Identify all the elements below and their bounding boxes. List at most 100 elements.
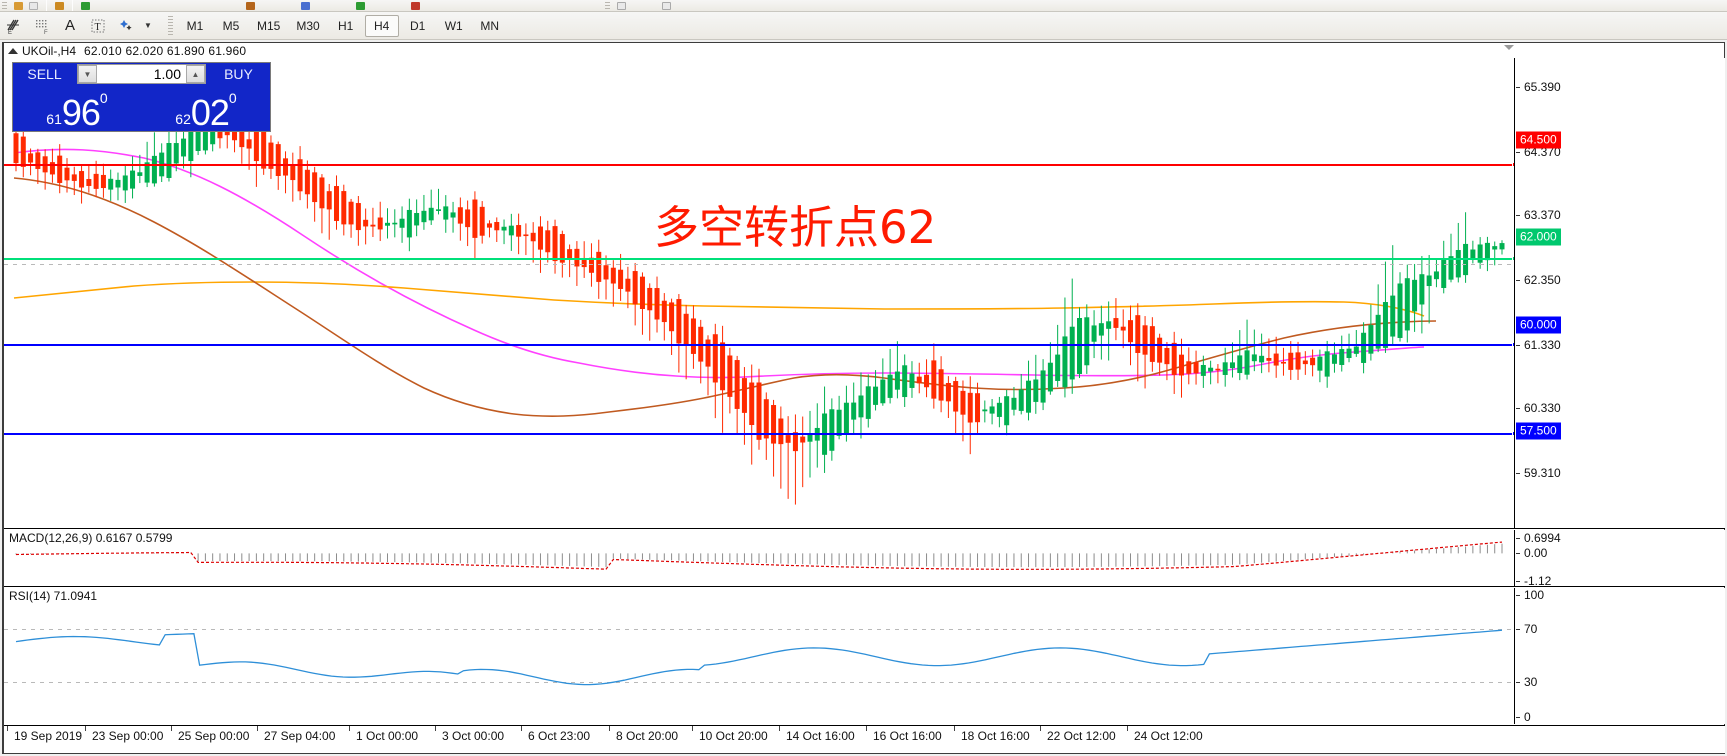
buy-price-button[interactable]: 62 02 0	[143, 85, 269, 130]
time-tick: 22 Oct 12:00	[1040, 726, 1116, 743]
price-axis[interactable]: 65.390 64.370 63.370 62.350 61.330 60.330 59.3…	[1514, 58, 1725, 528]
page-icon[interactable]	[29, 1, 38, 10]
grid-icon[interactable]: F	[29, 14, 55, 38]
price-level-badge-57-500[interactable]: 57.500	[1516, 422, 1561, 440]
ma-brown-line	[13, 177, 1437, 417]
macd-label: MACD(12,26,9) 0.6167 0.5799	[9, 531, 173, 545]
macd-pane[interactable]: MACD(12,26,9) 0.6167 0.5799 0.6994 0.00 -1…	[4, 530, 1725, 588]
pane-collapse-icon[interactable]	[1504, 45, 1514, 50]
volume-stepper[interactable]: ▼ 1.00 ▲	[77, 64, 206, 84]
objects-dropdown-icon[interactable]: ▼	[144, 21, 152, 30]
timeframe-group[interactable]: M1 M5 M15 M30 H1 H4 D1 W1 MN	[177, 12, 508, 39]
autoscroll-icon[interactable]	[707, 2, 716, 10]
new-order-icon[interactable]	[14, 1, 23, 10]
time-tick: 18 Oct 16:00	[954, 726, 1030, 743]
price-plot-area[interactable]: 多空转折点62	[4, 58, 1514, 528]
sell-price-point: 0	[99, 90, 108, 106]
buy-button-label[interactable]: BUY	[224, 66, 253, 82]
macd-tick-0neg00: 0.00	[1515, 546, 1547, 560]
price-level-badge-64-500[interactable]: 64.500	[1516, 131, 1561, 149]
level-line-64500[interactable]	[4, 162, 1514, 167]
macd-tick-neg1-12: -1.12	[1515, 574, 1551, 588]
toolbar-grip-icon[interactable]	[2, 0, 7, 11]
macd-plot-area[interactable]	[4, 530, 1514, 586]
indicator-icon[interactable]	[662, 1, 671, 10]
template-icon[interactable]	[617, 1, 626, 10]
rsi-tick-0: 0	[1515, 710, 1531, 724]
price-tick-59-310: 59.310	[1515, 466, 1561, 480]
trade-panel-prices[interactable]: 61 96 0 62 02 0	[13, 85, 270, 131]
time-tick: 25 Sep 00:00	[170, 726, 250, 743]
timeframe-button-d1[interactable]: D1	[410, 18, 426, 33]
bar-chart-icon[interactable]	[81, 1, 90, 10]
timeframe-button-w1[interactable]: W1	[444, 18, 463, 33]
expert-advisors-icon[interactable]: E	[1, 14, 27, 38]
price-tick-63-370: 63.370	[1515, 208, 1561, 222]
timeframe-button-m1[interactable]: M1	[186, 18, 204, 33]
chart-window[interactable]: UKOil-,H4 62.010 62.020 61.890 61.960	[2, 42, 1725, 754]
one-click-trading-panel[interactable]: SELL ▼ 1.00 ▲ BUY 61 96 0 62 02 0	[12, 62, 271, 132]
timeframe-button-h4[interactable]: H4	[364, 14, 399, 37]
price-level-badge-62-000[interactable]: 62.000	[1516, 228, 1561, 246]
rsi-oversold-line	[4, 682, 1514, 683]
time-tick: 6 Oct 23:00	[520, 726, 591, 743]
timeframe-button-m5[interactable]: M5	[222, 18, 240, 33]
rsi-axis[interactable]: 100 70 30 0	[1514, 588, 1725, 724]
price-level-badge-60-000[interactable]: 60.000	[1516, 316, 1561, 334]
level-line-62000[interactable]	[4, 256, 1514, 261]
svg-text:T: T	[95, 22, 101, 33]
toolbar-separator	[46, 0, 47, 11]
timeframe-toolbar-grip-icon[interactable]	[168, 15, 173, 36]
chart-ohlc-values: 62.010 62.020 61.890 61.960	[84, 43, 247, 58]
price-tick-61-330: 61.330	[1515, 338, 1561, 352]
objects-icon[interactable]	[113, 14, 139, 38]
svg-text:E: E	[8, 30, 12, 35]
volume-decrease-icon[interactable]: ▼	[78, 65, 97, 83]
macd-axis[interactable]: 0.6994 0.00 -1.12	[1514, 530, 1725, 588]
sell-price-button[interactable]: 61 96 0	[14, 85, 140, 130]
sell-price-decimal: 96	[61, 91, 101, 130]
rsi-tick-30: 30	[1515, 675, 1537, 689]
rsi-plot-area[interactable]	[4, 588, 1514, 724]
timeframe-button-m30[interactable]: M30	[296, 18, 320, 33]
rsi-tick-70: 70	[1515, 622, 1537, 636]
chart-symbol-label: UKOil-,H4	[22, 43, 77, 58]
volume-input[interactable]: 1.00	[153, 66, 181, 82]
price-pane[interactable]: 多空转折点62 65.390 64.370 63.370 62.350 61.330 60…	[4, 58, 1725, 529]
volume-increase-icon[interactable]: ▲	[186, 65, 205, 83]
time-tick: 14 Oct 16:00	[779, 726, 855, 743]
toolbar-grip-icon[interactable]	[605, 0, 610, 11]
text-label-icon[interactable]: T	[85, 14, 111, 38]
buy-price-decimal: 02	[190, 91, 230, 130]
time-axis[interactable]: 19 Sep 2019 23 Sep 00:00 25 Sep 00:00 27 Se…	[4, 725, 1725, 753]
level-line-57500[interactable]	[4, 431, 1514, 436]
chart-annotation-text[interactable]: 多空转折点62	[654, 201, 937, 254]
time-tick: 19 Sep 2019	[6, 726, 83, 743]
zoom-in-icon[interactable]	[356, 1, 365, 10]
time-tick: 27 Sep 04:00	[256, 726, 336, 743]
candlestick-icon[interactable]	[246, 1, 255, 10]
timeframe-button-mn[interactable]: MN	[480, 18, 500, 33]
sell-price-integer: 61	[46, 111, 62, 127]
timeframe-button-m15[interactable]: M15	[257, 18, 281, 33]
toolbar-top-clipped[interactable]	[0, 0, 1727, 12]
text-tool-icon[interactable]: A	[64, 17, 75, 34]
level-line-60000[interactable]	[4, 342, 1514, 347]
rsi-pane[interactable]: RSI(14) 71.0941 100 70 30 0	[4, 588, 1725, 724]
buy-price-integer: 62	[175, 111, 191, 127]
price-tick-62-350: 62.350	[1515, 273, 1561, 287]
time-tick: 23 Sep 00:00	[84, 726, 164, 743]
line-chart-icon[interactable]	[301, 1, 310, 10]
sell-button-label[interactable]: SELL	[27, 66, 62, 82]
chart-header: UKOil-,H4 62.010 62.020 61.890 61.960	[4, 43, 1724, 58]
zoom-out-icon[interactable]	[411, 1, 420, 10]
chart-expand-icon[interactable]	[8, 47, 18, 54]
toolbar-main[interactable]: E F A T	[0, 12, 1727, 40]
folder-icon[interactable]	[55, 1, 64, 10]
ma-orange-line	[13, 281, 1425, 317]
timeframe-button-h1[interactable]: H1	[338, 18, 354, 33]
macd-tick-0neg6994: 0.6994	[1515, 531, 1561, 545]
level-line-62000-inner	[4, 264, 1514, 265]
trade-panel-top-row[interactable]: SELL ▼ 1.00 ▲ BUY	[13, 63, 270, 85]
